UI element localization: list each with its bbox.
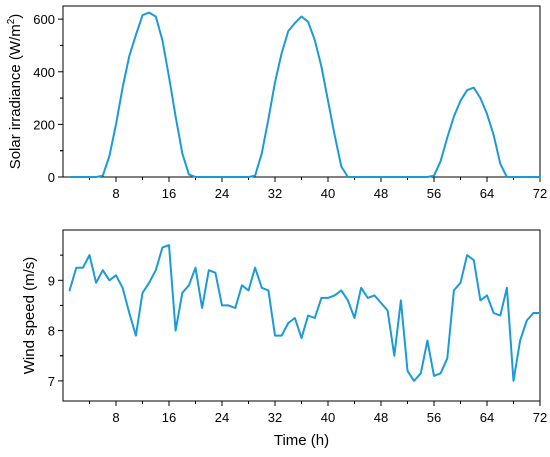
x-tick-label: 72: [533, 186, 547, 201]
series-line: [68, 244, 541, 382]
x-tick-label: 8: [112, 186, 119, 201]
x-tick-label: 24: [215, 186, 229, 201]
x-tick-label: 32: [268, 186, 282, 201]
x-tick-label: 32: [268, 410, 282, 425]
y-tick-label: 9: [48, 273, 55, 288]
x-tick-label: 48: [374, 186, 388, 201]
series-line: [68, 11, 541, 178]
x-tick-label: 16: [162, 410, 176, 425]
x-tick-label: 64: [480, 186, 494, 201]
x-tick-label: 8: [112, 410, 119, 425]
x-tick-label: 56: [427, 410, 441, 425]
y-tick-label: 8: [48, 324, 55, 339]
x-tick-label: 72: [533, 410, 547, 425]
x-tick-label: 40: [321, 410, 335, 425]
y-tick-label: 400: [33, 65, 55, 80]
y-tick-label: 600: [33, 12, 55, 27]
solar-irradiance-panel: 8 16 24 32 40 48 56 64 72 0 200 400 600 Solar irradia…: [6, 5, 547, 201]
x-tick-label: 24: [215, 410, 229, 425]
x-axis-label: Time (h): [274, 432, 329, 449]
plot-frame: [62, 5, 541, 178]
y-axis-label: Solar irradiance (W/m2): [6, 14, 24, 170]
y-tick-label: 7: [48, 374, 55, 389]
x-tick-label: 64: [480, 410, 494, 425]
x-tick-label: 16: [162, 186, 176, 201]
wind-speed-panel: 8 16 24 32 40 48 56 64 72 7 8 9 Wind speed (m/s) Time…: [21, 229, 547, 449]
y-tick-label: 0: [48, 170, 55, 185]
x-tick-label: 48: [374, 410, 388, 425]
x-tick-label: 56: [427, 186, 441, 201]
x-tick-label: 40: [321, 186, 335, 201]
y-tick-label: 200: [33, 117, 55, 132]
y-axis-label: Wind speed (m/s): [21, 257, 38, 375]
